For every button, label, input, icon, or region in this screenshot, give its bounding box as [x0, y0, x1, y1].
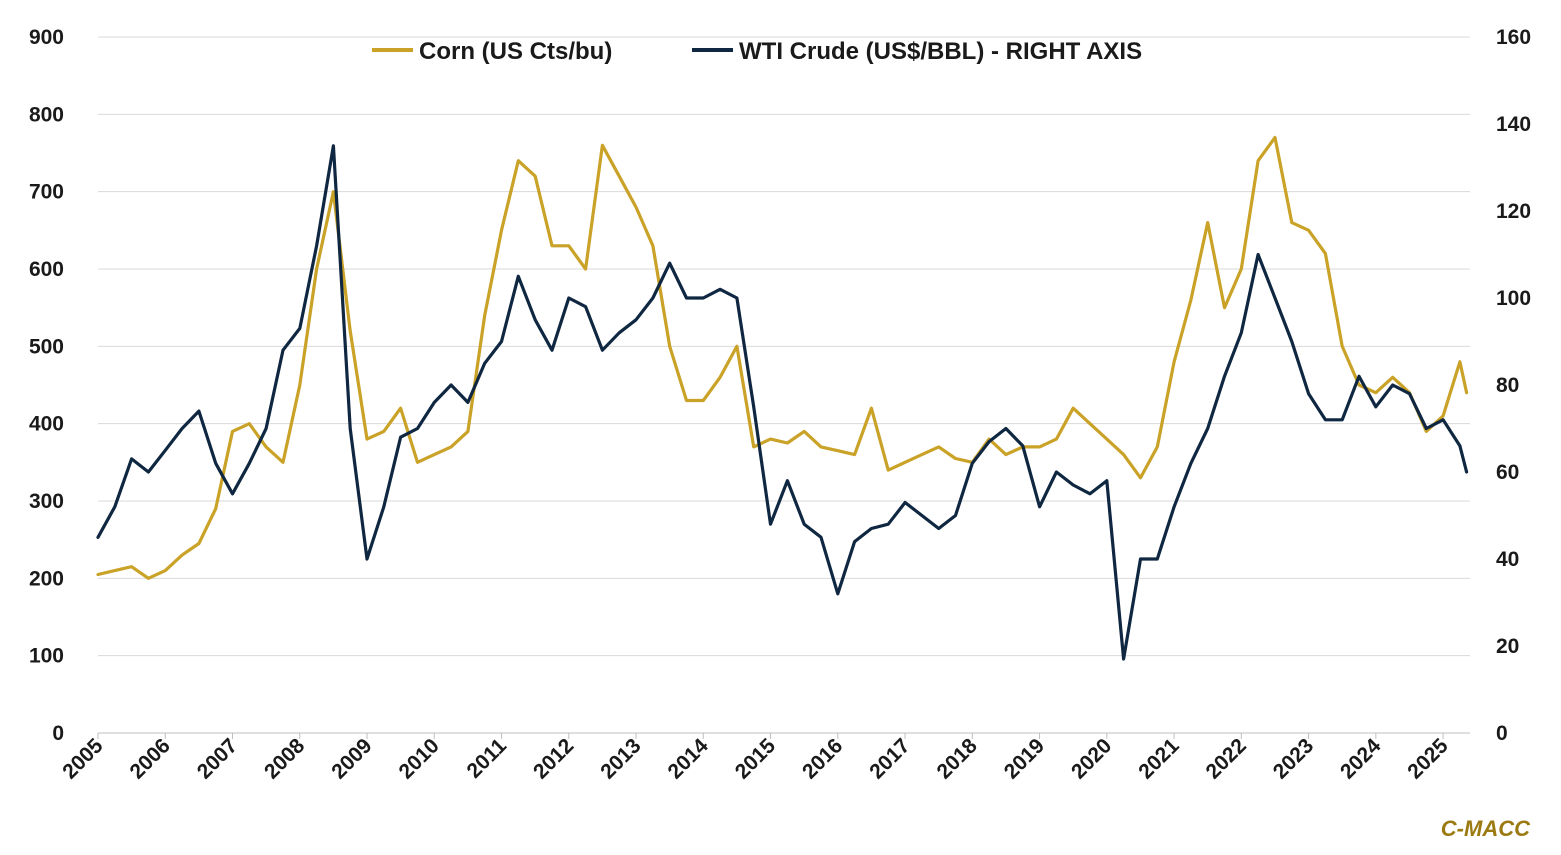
x-axis-tick-label: 2019	[1000, 734, 1049, 783]
x-axis-tick-label: 2022	[1202, 734, 1251, 783]
x-axis-tick-label: 2015	[731, 734, 781, 784]
source-watermark: C-MACC	[1441, 816, 1531, 841]
legend: Corn (US Cts/bu) WTI Crude (US$/BBL) - R…	[372, 38, 1142, 65]
x-axis-tick-label: 2007	[193, 734, 242, 783]
gridlines	[98, 36, 1470, 734]
right-axis-tick-label: 20	[1496, 635, 1519, 658]
series-line-wti-crude	[96, 144, 1469, 661]
series-lines	[96, 135, 1469, 661]
left-axis-tick-label: 700	[29, 181, 64, 204]
left-axis-tick-label: 200	[29, 567, 64, 590]
x-axis-tick-label: 2021	[1134, 734, 1184, 784]
x-axis-tick-label: 2020	[1067, 734, 1116, 783]
right-axis-tick-label: 140	[1496, 113, 1531, 136]
left-axis-tick-label: 800	[29, 103, 64, 126]
legend-label-wti: WTI Crude (US$/BBL) - RIGHT AXIS	[739, 38, 1142, 65]
x-axis-tick-label: 2014	[664, 734, 714, 784]
left-axis-tick-label: 600	[29, 258, 64, 281]
right-axis-tick-label: 160	[1496, 26, 1531, 49]
right-axis-tick-label: 40	[1496, 548, 1519, 571]
right-axis-tick-label: 100	[1496, 287, 1531, 310]
left-axis-ticks: 0 100 200 300 400 500 600 700 800 900	[29, 26, 64, 745]
x-axis-tick-label: 2010	[395, 734, 444, 783]
x-axis-tick-label: 2013	[596, 734, 645, 783]
left-axis-tick-label: 0	[52, 722, 64, 745]
right-axis-tick-label: 60	[1496, 461, 1519, 484]
x-axis-tick-label: 2011	[463, 734, 512, 783]
x-axis-tick-label: 2024	[1336, 734, 1386, 784]
left-axis-tick-label: 900	[29, 26, 64, 49]
left-axis-tick-label: 400	[29, 413, 64, 436]
x-axis-tick-label: 2012	[529, 734, 578, 783]
x-axis-ticks: 2005 2006 2007 2008 2009 2010 2011 2012 2013 2014…	[58, 733, 1453, 784]
x-axis-tick-label: 2023	[1269, 734, 1318, 783]
x-axis-tick-label: 2016	[798, 734, 847, 783]
x-axis-tick-label: 2006	[125, 734, 174, 783]
right-axis-ticks: 0 20 40 60 80 100 120 140 160	[1496, 26, 1531, 745]
right-axis-tick-label: 80	[1496, 374, 1519, 397]
right-axis-tick-label: 0	[1496, 722, 1508, 745]
legend-label-corn: Corn (US Cts/bu)	[419, 38, 612, 65]
x-axis-tick-label: 2025	[1403, 734, 1453, 784]
series-line-corn	[96, 135, 1469, 580]
x-axis-tick-label: 2005	[58, 734, 108, 784]
left-axis-tick-label: 100	[29, 645, 64, 668]
x-axis-tick-label: 2018	[933, 734, 983, 784]
x-axis-tick-label: 2008	[260, 734, 310, 784]
left-axis-tick-label: 300	[29, 490, 64, 513]
x-axis-tick-label: 2009	[327, 734, 376, 783]
x-axis-tick-label: 2017	[865, 734, 914, 783]
right-axis-tick-label: 120	[1496, 200, 1531, 223]
left-axis-tick-label: 500	[29, 335, 64, 358]
